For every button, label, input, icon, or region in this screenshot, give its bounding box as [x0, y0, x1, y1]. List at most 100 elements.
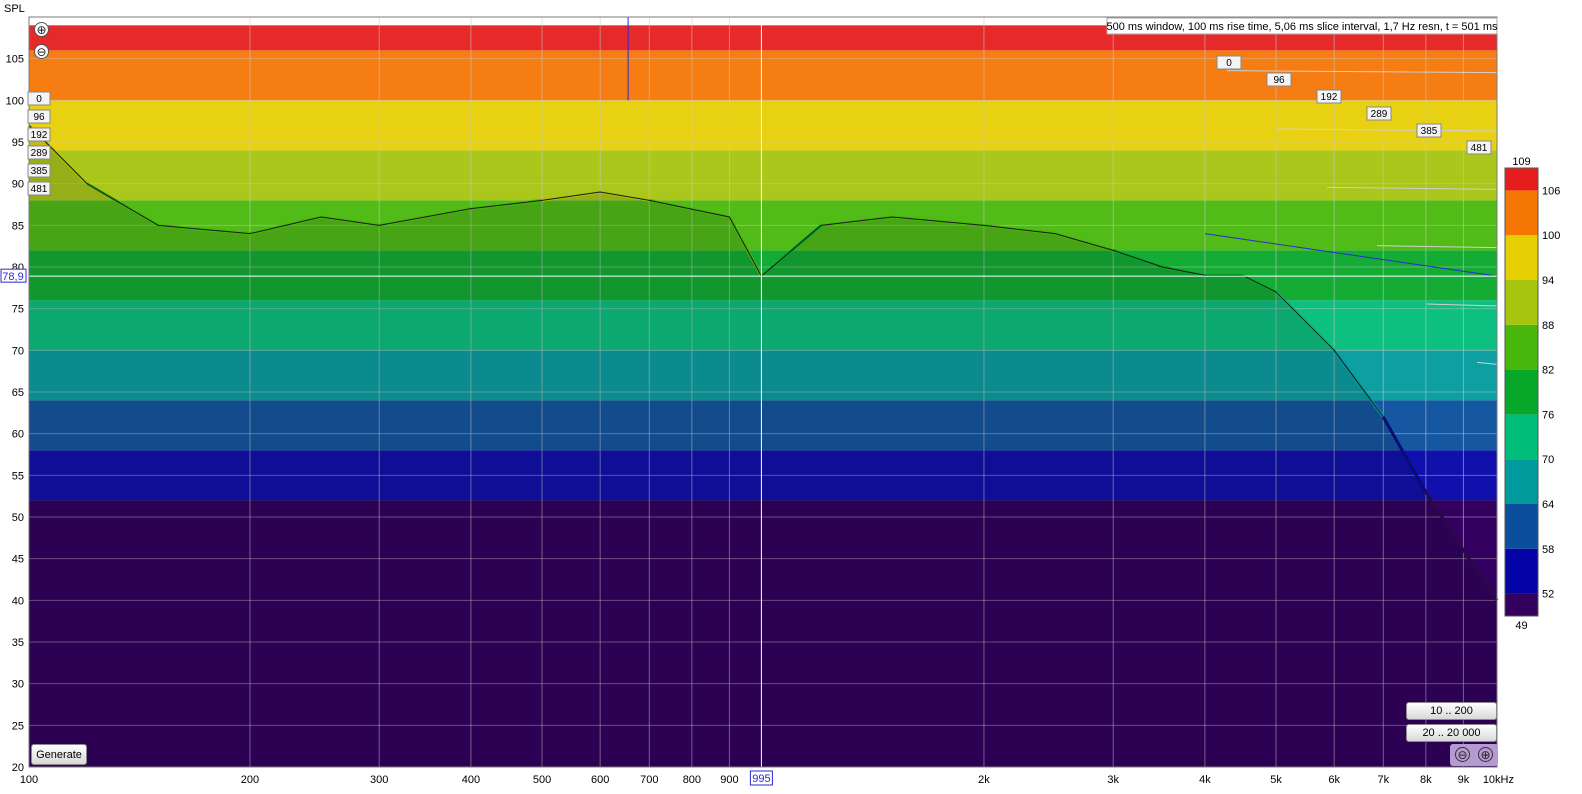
x-tick-label: 6k — [1328, 774, 1340, 786]
time-label-right-box — [1366, 106, 1392, 121]
time-label-right: 481 — [1471, 143, 1488, 154]
front-slice-shade — [29, 125, 1497, 768]
colour-scale-tick: 94 — [1542, 275, 1554, 287]
colour-scale-band — [1505, 459, 1538, 504]
time-label-left-box — [27, 181, 51, 196]
y-tick-label: 30 — [12, 679, 24, 691]
colour-scale-tick: 70 — [1542, 454, 1554, 466]
spl-band — [29, 200, 1497, 251]
range-low-button[interactable]: 10 .. 200 — [1406, 702, 1497, 720]
cursor-x-readout-box — [749, 770, 773, 786]
x-tick-label: 800 — [683, 774, 701, 786]
time-perspective-line — [1426, 303, 1498, 307]
colour-scale-band — [1505, 414, 1538, 460]
time-label-left-box — [27, 163, 51, 178]
x-tick-label: 400 — [462, 774, 480, 786]
time-label-right: 96 — [1273, 75, 1285, 86]
time-perspective-line — [1226, 70, 1498, 74]
plot-border — [28, 16, 1498, 768]
cursor-y-readout: 78,9 — [2, 271, 23, 283]
colour-scale-border — [1504, 167, 1539, 617]
cursor-x-readout: 995 — [752, 773, 770, 785]
time-perspective-line — [1476, 361, 1498, 365]
info-box — [1106, 17, 1498, 35]
colour-scale-band — [1505, 190, 1538, 236]
time-label-left: 0 — [36, 94, 42, 105]
colour-scale-max: 109 — [1512, 156, 1530, 168]
spl-band — [29, 400, 1497, 451]
spl-band — [29, 300, 1497, 351]
y-tick-label: 65 — [12, 387, 24, 399]
y-tick-label: 75 — [12, 304, 24, 316]
x-tick-label: 300 — [370, 774, 388, 786]
colour-scale-band — [1505, 504, 1538, 549]
time-label-left-box — [27, 127, 51, 142]
y-tick-label: 45 — [12, 554, 24, 566]
y-tick-label: 90 — [12, 179, 24, 191]
time-label-right: 0 — [1226, 58, 1232, 69]
time-label-right: 192 — [1321, 92, 1338, 103]
spl-band — [29, 50, 1497, 101]
zoom-in-icon[interactable]: ⊕ — [34, 22, 49, 37]
time-label-right-box — [1216, 55, 1242, 70]
time-label-right-box — [1466, 140, 1492, 155]
x-tick-label: 2k — [978, 774, 990, 786]
range-full-button[interactable]: 20 .. 20 000 — [1406, 724, 1497, 742]
x-tick-label: 10kHz — [1483, 774, 1514, 786]
time-label-right-box — [1416, 123, 1442, 138]
time-label-right: 385 — [1421, 126, 1438, 137]
x-tick-label: 100 — [20, 774, 38, 786]
y-tick-label: 105 — [6, 54, 24, 66]
colour-scale-band — [1505, 235, 1538, 280]
colour-scale-band — [1505, 548, 1538, 594]
generate-button[interactable]: Generate — [31, 744, 87, 765]
info-text: 500 ms window, 100 ms rise time, 5,06 ms… — [1107, 21, 1498, 33]
spl-band-floor — [29, 500, 1497, 767]
x-tick-label: 9k — [1458, 774, 1470, 786]
horizontal-zoom-out-icon[interactable]: ⊖ — [1455, 747, 1470, 762]
colour-scale-tick: 76 — [1542, 409, 1554, 421]
colour-scale-tick: 64 — [1542, 499, 1554, 511]
x-tick-label: 700 — [640, 774, 658, 786]
spl-band — [29, 350, 1497, 401]
time-label-left-box — [27, 109, 51, 124]
y-tick-label: 100 — [6, 95, 24, 107]
zoom-out-icon[interactable]: ⊖ — [34, 44, 49, 59]
colour-scale-band — [1505, 593, 1538, 616]
colour-scale-tick: 100 — [1542, 230, 1560, 242]
time-perspective-line — [1326, 186, 1498, 190]
x-tick-label: 8k — [1420, 774, 1432, 786]
spl-band — [29, 150, 1497, 201]
y-tick-label: 95 — [12, 137, 24, 149]
y-axis-label: SPL — [4, 3, 25, 15]
horizontal-zoom-in-icon[interactable]: ⊕ — [1478, 747, 1493, 762]
y-tick-label: 60 — [12, 429, 24, 441]
colour-scale-tick: 82 — [1542, 365, 1554, 377]
decay-guide-line — [1204, 233, 1498, 277]
x-tick-label: 7k — [1377, 774, 1389, 786]
time-label-left-box — [27, 145, 51, 160]
x-tick-label: 500 — [533, 774, 551, 786]
colour-scale-band — [1505, 369, 1538, 415]
x-tick-label: 4k — [1199, 774, 1211, 786]
front-slice-line — [28, 124, 1498, 601]
y-tick-label: 35 — [12, 637, 24, 649]
time-perspective-line — [1376, 245, 1498, 249]
time-label-right-box — [1266, 72, 1292, 87]
x-tick-label: 5k — [1270, 774, 1282, 786]
colour-scale-min: 49 — [1515, 620, 1527, 632]
time-label-left: 96 — [33, 112, 45, 123]
cursor-y-readout-box — [0, 268, 27, 283]
y-tick-label: 50 — [12, 512, 24, 524]
y-tick-label: 55 — [12, 470, 24, 482]
colour-scale-tick: 52 — [1542, 589, 1554, 601]
y-tick-label: 85 — [12, 220, 24, 232]
time-label-left-box — [27, 91, 51, 106]
time-label-left: 289 — [31, 148, 48, 159]
colour-scale-band — [1505, 168, 1538, 191]
x-tick-label: 600 — [591, 774, 609, 786]
y-tick-label: 70 — [12, 345, 24, 357]
y-tick-label: 20 — [12, 762, 24, 774]
x-tick-label: 200 — [241, 774, 259, 786]
